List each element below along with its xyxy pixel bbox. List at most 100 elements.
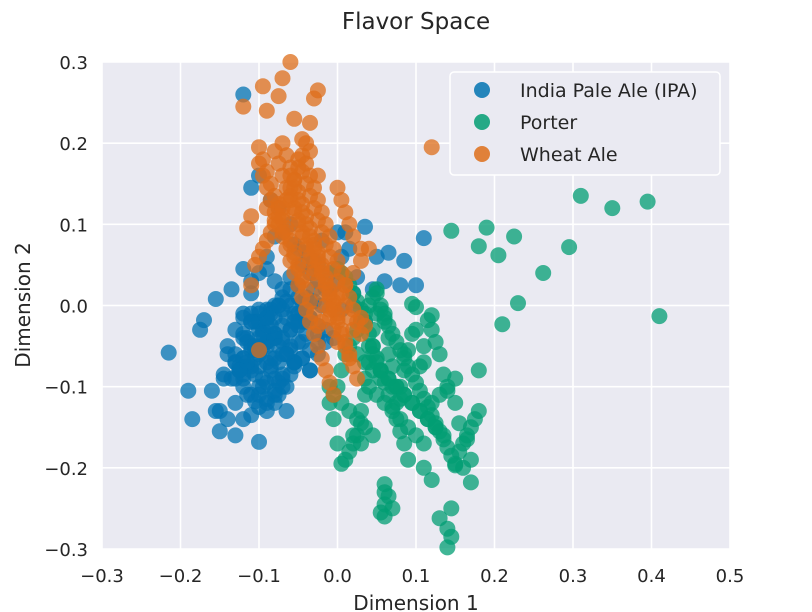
legend-label-wheat-ale: Wheat Ale <box>520 144 618 166</box>
data-point <box>478 219 495 236</box>
data-point <box>270 155 287 172</box>
x-tick-label: −0.2 <box>159 566 203 587</box>
data-point <box>333 192 350 208</box>
data-point <box>349 370 366 387</box>
data-point <box>337 204 354 221</box>
x-axis-label: Dimension 1 <box>353 591 478 612</box>
data-point <box>235 86 252 103</box>
data-point <box>235 98 252 115</box>
data-point <box>286 179 303 196</box>
data-point <box>423 472 440 488</box>
data-point <box>443 528 460 545</box>
data-point <box>302 114 318 131</box>
data-point <box>321 301 338 318</box>
data-point <box>337 277 354 294</box>
y-tick-label: 0.3 <box>59 53 88 74</box>
data-point <box>392 277 409 294</box>
x-tick-labels: −0.3 −0.2 −0.1 0.0 0.1 0.2 0.3 0.4 0.5 <box>80 566 744 587</box>
data-point <box>274 281 291 298</box>
data-point <box>561 239 578 256</box>
data-point <box>290 151 307 168</box>
data-point <box>309 252 326 269</box>
chart-title: Flavor Space <box>342 9 490 35</box>
x-tick-label: 0.1 <box>402 566 431 587</box>
data-point <box>251 342 267 359</box>
data-point <box>329 435 346 452</box>
data-point <box>309 338 326 355</box>
data-point <box>535 265 552 281</box>
y-axis-label: Dimension 2 <box>11 242 35 367</box>
data-point <box>266 187 283 204</box>
data-point <box>184 411 201 428</box>
legend-label-porter: Porter <box>520 112 577 134</box>
data-point <box>203 382 220 399</box>
data-point <box>572 187 589 204</box>
x-tick-label: −0.1 <box>237 566 281 587</box>
data-point <box>329 289 346 306</box>
data-point <box>294 204 311 221</box>
data-point <box>506 228 523 245</box>
data-point <box>345 228 362 245</box>
data-point <box>306 90 322 107</box>
data-point <box>243 277 260 294</box>
data-point <box>278 403 295 419</box>
data-point <box>415 230 432 247</box>
data-point <box>490 247 507 264</box>
data-point <box>302 293 318 310</box>
data-point <box>270 297 287 314</box>
data-point <box>329 313 346 330</box>
y-tick-labels: −0.3 −0.2 −0.1 0.0 0.1 0.2 0.3 <box>44 53 88 561</box>
data-point <box>345 427 362 444</box>
data-point <box>400 451 417 468</box>
x-tick-label: −0.3 <box>80 566 124 587</box>
data-point <box>282 54 299 70</box>
data-point <box>423 139 440 156</box>
x-tick-label: 0.5 <box>716 566 745 587</box>
data-point <box>494 316 511 333</box>
legend-label-ipa: India Pale Ale (IPA) <box>520 80 698 102</box>
data-point <box>368 281 385 298</box>
data-point <box>333 455 350 472</box>
data-point <box>337 338 354 355</box>
data-point <box>286 313 303 330</box>
data-point <box>384 500 401 517</box>
data-point <box>302 362 318 379</box>
data-points <box>160 54 668 556</box>
data-point <box>380 244 397 261</box>
legend-marker-wheat-ale <box>474 146 490 162</box>
legend-marker-porter <box>474 114 490 130</box>
data-point <box>396 435 413 452</box>
data-point <box>415 338 432 355</box>
data-point <box>262 175 279 192</box>
x-tick-label: 0.3 <box>559 566 588 587</box>
data-point <box>247 256 264 273</box>
data-point <box>443 222 460 239</box>
data-point <box>376 484 393 501</box>
data-point <box>262 358 279 375</box>
legend-marker-ipa <box>474 82 490 98</box>
data-point <box>286 110 303 127</box>
data-point <box>278 378 295 395</box>
data-point <box>431 346 448 363</box>
data-point <box>443 500 460 517</box>
data-point <box>396 252 413 269</box>
data-point <box>251 139 267 156</box>
data-point <box>215 370 232 387</box>
data-point <box>427 419 444 436</box>
data-point <box>313 350 330 367</box>
data-point <box>341 350 358 367</box>
data-point <box>306 240 322 257</box>
data-point <box>258 163 275 180</box>
data-point <box>360 240 377 257</box>
data-point <box>294 273 311 290</box>
series-wheat-ale <box>235 54 440 403</box>
data-point <box>282 167 299 184</box>
data-point <box>227 427 244 444</box>
data-point <box>357 317 373 334</box>
data-point <box>510 295 526 312</box>
data-point <box>196 312 212 329</box>
data-point <box>258 200 275 217</box>
data-point <box>313 313 330 330</box>
data-point <box>470 403 487 419</box>
data-point <box>211 423 228 440</box>
